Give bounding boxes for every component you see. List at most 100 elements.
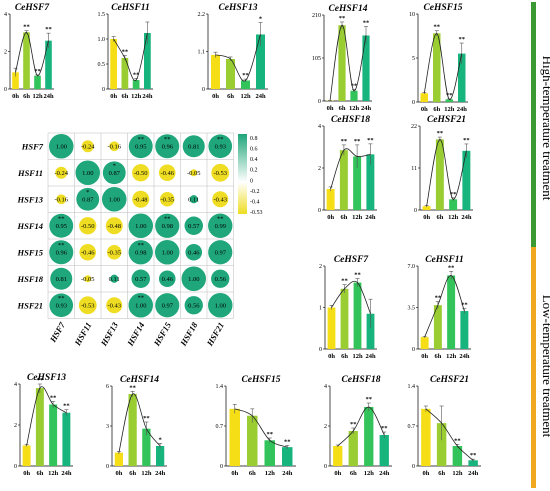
correlation-value: 1.00: [215, 302, 226, 309]
x-tick-label: 0h: [115, 470, 122, 477]
correlation-circle: [79, 243, 97, 261]
correlation-circle: [208, 134, 233, 159]
colorbar-tick-label: 0.4: [250, 157, 258, 163]
significance-mark: *: [86, 189, 89, 196]
y-tick-label: 7.0: [408, 264, 416, 270]
correlation-value: -0.35: [107, 249, 121, 256]
correlation-circle: [105, 217, 123, 235]
correlation-value: 0.98: [162, 223, 173, 230]
x-tick-label: 0h: [110, 93, 117, 100]
significance-mark: **: [351, 83, 358, 90]
correlation-value: -0.16: [54, 196, 68, 203]
y-tick-label: 4: [4, 12, 7, 18]
correlation-circle: [211, 163, 230, 182]
bar-6h: [348, 431, 358, 466]
correlation-circle: [189, 195, 198, 204]
correlation-value: -0.16: [107, 143, 121, 150]
significance-mark: **: [463, 137, 470, 144]
column-label: HSF21: [204, 321, 226, 349]
x-tick-label: 24h: [361, 105, 372, 112]
chart-low-cehsf18: CeHSF18 0 2 4 0h ** 6h ** 12h ** 24h: [324, 375, 392, 477]
bar-24h: [45, 40, 52, 89]
x-tick-label: 6h: [249, 470, 256, 477]
x-tick-label: 12h: [352, 353, 363, 360]
chart-low-cehsf13: CeHSF13 0 2 4 0h ** 6h ** 12h ** 24h: [14, 373, 73, 477]
chart-high-cehsf21: CeHSF21 0 11 22 0h ** 6h ** 12h ** 24h: [411, 115, 473, 221]
bar-6h: [226, 59, 235, 89]
x-tick-label: 0h: [212, 93, 219, 100]
correlation-value: -0.43: [107, 302, 121, 309]
significance-mark: **: [446, 92, 453, 99]
chart-high-cehsf11: CeHSF11 0 0.5 1.0 1.5 0h ** 6h ** 12h 24h: [98, 3, 153, 100]
correlation-value: 0.93: [56, 302, 67, 309]
bar-6h: [433, 305, 442, 349]
y-tick-label: 0: [412, 464, 415, 470]
x-tick-label: 24h: [468, 470, 479, 477]
x-tick-label: 6h: [341, 353, 348, 360]
x-tick-label: 0h: [422, 470, 429, 477]
correlation-circle: [212, 191, 229, 208]
correlation-value: 0.97: [215, 249, 227, 256]
significance-mark: *: [159, 436, 162, 443]
correlation-circle: [109, 141, 120, 152]
correlation-circle: [128, 240, 153, 265]
correlation-circle: [155, 293, 180, 318]
y-tick-label: 2: [14, 423, 17, 429]
bar-24h: [156, 446, 165, 466]
significance-mark: **: [437, 130, 444, 137]
chart-title: CeHSF7: [15, 3, 51, 13]
significance-mark: **: [34, 68, 41, 75]
significance-mark: **: [367, 137, 374, 144]
bar-12h: [350, 90, 358, 101]
x-tick-label: 6h: [121, 93, 128, 100]
significance-mark: **: [381, 425, 388, 432]
correlation-circle: [128, 293, 153, 318]
correlation-circle: [102, 161, 126, 185]
bar-24h: [468, 460, 478, 466]
chart-title: CeHSF11: [425, 255, 464, 265]
correlation-circle: [132, 190, 150, 208]
y-tick-label: 0.7: [216, 424, 224, 430]
x-tick-label: 0h: [334, 470, 341, 477]
y-tick-label: 3.5: [408, 306, 416, 312]
y-tick-label: 0.7: [408, 424, 416, 430]
chart-low-cehsf14: CeHSF14 0 3 6 0h ** 6h ** 12h * 24h: [106, 375, 167, 477]
bar-24h: [282, 447, 293, 466]
significance-mark: **: [122, 49, 129, 56]
x-tick-label: 24h: [379, 470, 390, 477]
column-label: HSF11: [72, 321, 94, 349]
correlation-value: 0.97: [162, 302, 174, 309]
correlation-circle: [208, 293, 233, 318]
correlation-circle: [84, 275, 92, 283]
y-tick-label: 0: [412, 347, 415, 353]
bar-24h: [362, 35, 370, 101]
correlation-circle: [128, 134, 153, 159]
x-tick-label: 6h: [340, 214, 347, 221]
significance-mark: **: [50, 394, 57, 401]
significance-mark: **: [363, 19, 370, 26]
bar-0h: [114, 452, 123, 466]
y-tick-label: 1: [319, 306, 322, 312]
x-tick-label: 0h: [23, 470, 30, 477]
y-tick-label: 4: [324, 384, 327, 390]
trend-line: [424, 275, 465, 338]
bar-0h: [211, 54, 220, 89]
significance-mark: **: [435, 295, 442, 302]
correlation-value: 0.87: [109, 170, 121, 177]
correlation-circle: [75, 160, 100, 185]
correlation-value: 1.00: [135, 302, 146, 309]
row-label: HSF21: [16, 300, 43, 310]
correlation-circle: [184, 296, 203, 315]
chart-title: CeHSF21: [427, 115, 466, 125]
correlation-value: 0.98: [135, 249, 146, 256]
bar-12h: [452, 446, 463, 466]
correlation-circle: [190, 169, 198, 177]
x-tick-label: 12h: [364, 470, 375, 477]
x-tick-label: 12h: [265, 470, 276, 477]
y-tick-label: 3: [106, 424, 109, 430]
trend-line: [234, 408, 288, 448]
column-label: HSF7: [47, 320, 67, 345]
bar-0h: [326, 189, 335, 210]
correlation-circle: [185, 243, 203, 261]
significance-mark: **: [354, 271, 361, 278]
